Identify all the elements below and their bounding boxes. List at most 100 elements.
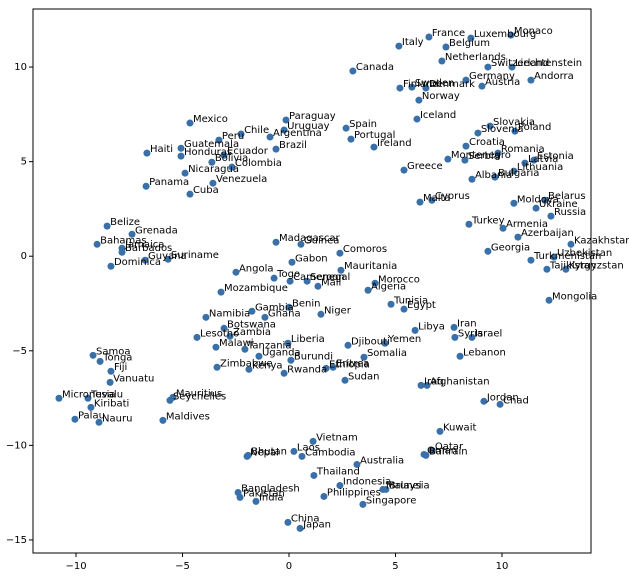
plot-area: Monaco France Luxembourg Italy Belgium Nether… <box>55 26 629 532</box>
point-label: Cyprus <box>435 191 470 202</box>
point <box>532 204 540 212</box>
point-label: Greece <box>407 161 443 172</box>
y-tick-label: 0 <box>21 251 27 262</box>
point <box>514 233 522 241</box>
point <box>96 357 104 365</box>
point-label: Brazil <box>279 140 307 151</box>
point-label: Egypt <box>407 300 436 311</box>
point <box>232 268 240 276</box>
point <box>360 353 368 361</box>
point-label: Poland <box>518 122 551 133</box>
point-label: Vanuatu <box>113 373 154 384</box>
point <box>364 286 372 294</box>
point-label: Luxembourg <box>474 29 536 40</box>
point-label: Sudan <box>348 371 380 382</box>
point-label: Chile <box>244 125 269 136</box>
point-label: Afghanistan <box>430 376 490 387</box>
point <box>428 196 436 204</box>
point-label: Singapore <box>366 495 416 506</box>
point <box>344 341 352 349</box>
point-label: Laos <box>297 442 320 453</box>
point-label: Italy <box>402 37 424 48</box>
point-label: Iceland <box>420 110 456 121</box>
point <box>484 247 492 255</box>
point-label: Benin <box>292 298 320 309</box>
point <box>508 63 516 71</box>
point <box>530 156 538 164</box>
point-label: Botswana <box>227 319 276 330</box>
point <box>468 175 476 183</box>
point-label: Bolivia <box>215 153 248 164</box>
point <box>186 119 194 127</box>
point <box>280 126 288 134</box>
point-label: Burundi <box>294 351 333 362</box>
point <box>486 122 494 130</box>
point-label: Gabon <box>295 253 328 264</box>
point <box>261 313 269 321</box>
point-label: Netherlands <box>445 52 506 63</box>
point <box>422 84 430 92</box>
point <box>298 452 306 460</box>
point <box>347 135 355 143</box>
point <box>159 416 167 424</box>
point-label: Turkey <box>471 215 505 226</box>
point <box>567 240 575 248</box>
point <box>284 518 292 526</box>
point-label: Russia <box>554 207 586 218</box>
point-label: China <box>291 513 320 524</box>
point-label: Serbia <box>468 151 500 162</box>
y-tick-label: −10 <box>6 440 27 451</box>
point <box>342 124 350 132</box>
point-label: Mauritania <box>344 261 397 272</box>
point-label: Denmark <box>429 79 475 90</box>
point <box>248 307 256 315</box>
point-label: Montenegro <box>451 150 511 161</box>
point <box>244 451 252 459</box>
point-label: Tonga <box>102 352 132 363</box>
x-tick-label: 0 <box>286 561 292 572</box>
point <box>93 240 101 248</box>
point-label: Albania <box>475 170 512 181</box>
x-tick-label: 10 <box>496 561 509 572</box>
point-label: Samoa <box>96 346 130 357</box>
y-tick-label: −15 <box>6 535 27 546</box>
point <box>462 142 470 150</box>
point-label: Norway <box>422 91 460 102</box>
point-label: Syria <box>458 328 483 339</box>
point-label: Comoros <box>343 244 387 255</box>
point-label: Ghana <box>268 308 301 319</box>
point <box>290 447 298 455</box>
point-label: Latvia <box>528 154 558 165</box>
point <box>413 115 421 123</box>
point-label: Kyrgyzstan <box>569 260 624 271</box>
point <box>541 196 549 204</box>
point <box>465 220 473 228</box>
point-label: India <box>259 492 284 503</box>
point <box>550 253 558 261</box>
point <box>359 500 367 508</box>
point <box>381 339 389 347</box>
point-label: Togo <box>276 269 300 280</box>
point-label: Lebanon <box>463 347 506 358</box>
point <box>425 33 433 41</box>
point-label: Peru <box>222 131 244 142</box>
point-label: Tanzania <box>247 340 292 351</box>
point <box>284 339 292 347</box>
point <box>177 144 185 152</box>
point <box>349 67 357 75</box>
point-label: Cuba <box>193 185 219 196</box>
point <box>428 446 436 454</box>
point-label: Zambia <box>233 327 271 338</box>
point-label: Yemen <box>387 334 421 345</box>
point <box>266 133 274 141</box>
point <box>371 279 379 287</box>
point <box>226 332 234 340</box>
point-label: Colombia <box>235 158 282 169</box>
point <box>317 310 325 318</box>
point-label: Bahrain <box>429 446 468 457</box>
point <box>527 256 535 264</box>
point-label: Tunisia <box>393 295 428 306</box>
point-label: Moldova <box>517 194 559 205</box>
point-label: Germany <box>469 71 515 82</box>
point <box>128 230 136 238</box>
